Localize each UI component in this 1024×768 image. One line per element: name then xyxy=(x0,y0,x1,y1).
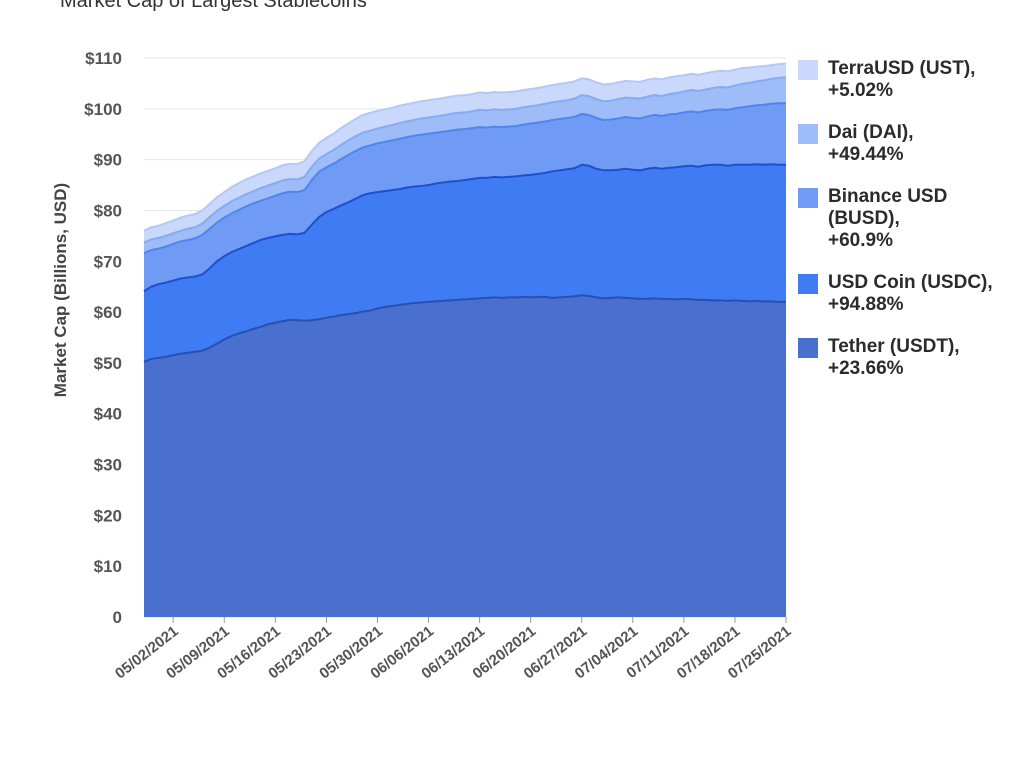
legend-item-dai: Dai (DAI), +49.44% xyxy=(798,122,1018,166)
chart-title: Market Cap of Largest Stablecoins xyxy=(60,0,367,12)
y-tick-label: $10 xyxy=(94,557,122,576)
x-axis-ticks: 05/02/202105/09/202105/16/202105/23/2021… xyxy=(112,617,794,682)
legend-item-usdt: Tether (USDT), +23.66% xyxy=(798,336,1018,380)
y-tick-label: $70 xyxy=(94,252,122,271)
y-tick-label: $20 xyxy=(94,506,122,525)
legend-change-usdt: +23.66% xyxy=(828,358,904,379)
y-tick-label: $90 xyxy=(94,151,122,170)
line-dai-dai xyxy=(143,76,787,244)
legend-swatch-usdc xyxy=(798,274,818,294)
y-tick-label: $80 xyxy=(94,201,122,220)
legend-swatch-busd xyxy=(798,188,818,208)
legend-swatch-ust xyxy=(798,60,818,80)
legend-change-usdc: +94.88% xyxy=(828,294,904,315)
y-tick-label: $40 xyxy=(94,405,122,424)
y-tick-label: $50 xyxy=(94,354,122,373)
legend-label-usdt: Tether (USDT), xyxy=(828,336,960,357)
line-terrausd-ust xyxy=(143,62,787,232)
series-lines xyxy=(143,62,787,363)
y-tick-label: $60 xyxy=(94,303,122,322)
legend-change-ust: +5.02% xyxy=(828,80,893,101)
legend-item-usdc: USD Coin (USDC), +94.88% xyxy=(798,272,1018,316)
area-binance-usd-busd xyxy=(144,103,786,292)
line-usd-coin-usdc xyxy=(143,163,786,293)
legend-swatch-usdt xyxy=(798,338,818,358)
legend-label-busd: Binance USD (BUSD), xyxy=(828,186,948,229)
legend-item-busd: Binance USD (BUSD), +60.9% xyxy=(798,186,1018,252)
y-tick-label: $100 xyxy=(84,100,122,119)
area-terrausd-ust xyxy=(144,63,786,243)
line-binance-usd-busd xyxy=(143,102,786,255)
legend-item-ust: TerraUSD (UST), +5.02% xyxy=(798,58,1018,102)
y-axis-ticks: 0 $10 $20 $30 $40 $50 $60 $70 $80 $90 $100 $110 xyxy=(84,49,122,627)
legend-label-usdc: USD Coin (USDC), xyxy=(828,272,993,293)
y-axis-title: Market Cap (Billions, USD) xyxy=(51,183,70,397)
legend-label-dai: Dai (DAI), xyxy=(828,122,914,143)
y-tick-label: 0 xyxy=(113,608,122,627)
line-tether-usdt xyxy=(143,294,786,363)
series-areas xyxy=(144,63,786,617)
area-usd-coin-usdc xyxy=(144,164,786,362)
y-tick-label: $30 xyxy=(94,456,122,475)
legend-change-dai: +49.44% xyxy=(828,144,904,165)
legend-change-busd: +60.9% xyxy=(828,230,893,251)
legend-label-ust: TerraUSD (UST), xyxy=(828,58,976,79)
legend-swatch-dai xyxy=(798,124,818,144)
legend: TerraUSD (UST), +5.02% Dai (DAI), +49.44… xyxy=(798,58,1018,400)
y-tick-label: $110 xyxy=(85,49,122,68)
area-tether-usdt xyxy=(144,295,786,617)
